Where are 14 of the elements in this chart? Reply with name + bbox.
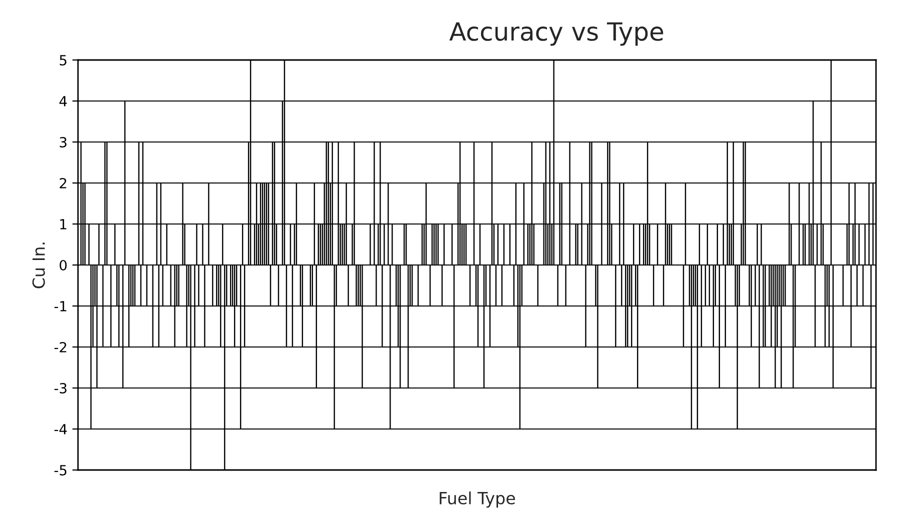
y-tick-label: 2 xyxy=(60,178,66,188)
y-tick-label: -3 xyxy=(54,382,66,394)
y-axis-title: Cu In. xyxy=(32,242,45,288)
y-tick-label: 4 xyxy=(59,96,67,106)
x-axis-title: Fuel Type xyxy=(440,492,515,508)
y-tick-label: -4 xyxy=(54,424,67,434)
chart-title: Accuracy vs Type xyxy=(449,22,664,46)
y-tick-label: 0 xyxy=(60,260,67,270)
y-tick-label: -1 xyxy=(54,301,66,312)
y-tick-label: -2 xyxy=(54,342,66,352)
y-tick-label: -5 xyxy=(54,465,66,476)
y-tick-label: 5 xyxy=(60,55,66,66)
y-tick-label: 3 xyxy=(60,136,66,148)
y-tick-label: 1 xyxy=(60,219,66,230)
